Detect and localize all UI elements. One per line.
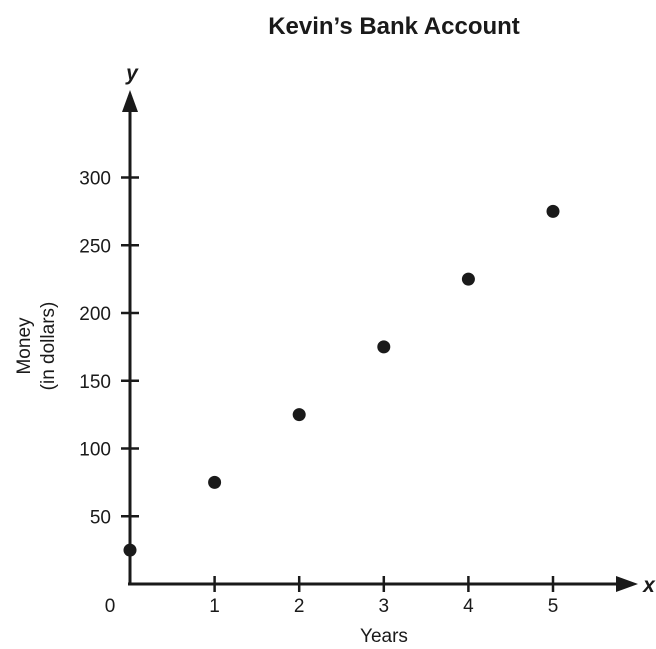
x-axis-label: Years: [360, 626, 408, 647]
data-point: [461, 272, 475, 286]
y-axis-label: Money (in dollars): [14, 302, 59, 391]
x-axis-arrow-icon: [616, 576, 638, 592]
x-tick-label: 3: [379, 596, 390, 617]
y-axis-arrow-icon: [122, 90, 138, 112]
axes: [122, 90, 638, 592]
data-point: [546, 204, 560, 218]
data-points: [123, 204, 560, 557]
data-point: [208, 475, 222, 489]
x-ticks: 1 2 3 4 5: [209, 576, 558, 617]
x-tick-label: 2: [294, 596, 305, 617]
data-point: [377, 340, 391, 354]
x-tick-label: 5: [548, 596, 559, 617]
y-tick-label: 250: [79, 236, 111, 257]
x-tick-label: 1: [209, 596, 220, 617]
y-axis-label-line-2: (in dollars): [38, 302, 59, 391]
y-tick-label: 50: [90, 507, 111, 528]
x-tick-label: 4: [463, 596, 474, 617]
data-point: [292, 408, 306, 422]
y-tick-label: 200: [79, 304, 111, 325]
y-axis-label-line-1: Money: [14, 317, 35, 375]
chart-title: Kevin’s Bank Account: [268, 13, 520, 40]
y-axis-letter: y: [125, 62, 139, 85]
y-tick-label: 300: [79, 169, 111, 190]
y-tick-label: 150: [79, 372, 111, 393]
y-tick-label: 100: [79, 440, 111, 461]
y-ticks: 50 100 150 200 250 300: [79, 169, 139, 528]
data-point: [123, 543, 137, 557]
x-axis-letter: x: [642, 574, 656, 597]
origin-label: 0: [105, 596, 116, 617]
